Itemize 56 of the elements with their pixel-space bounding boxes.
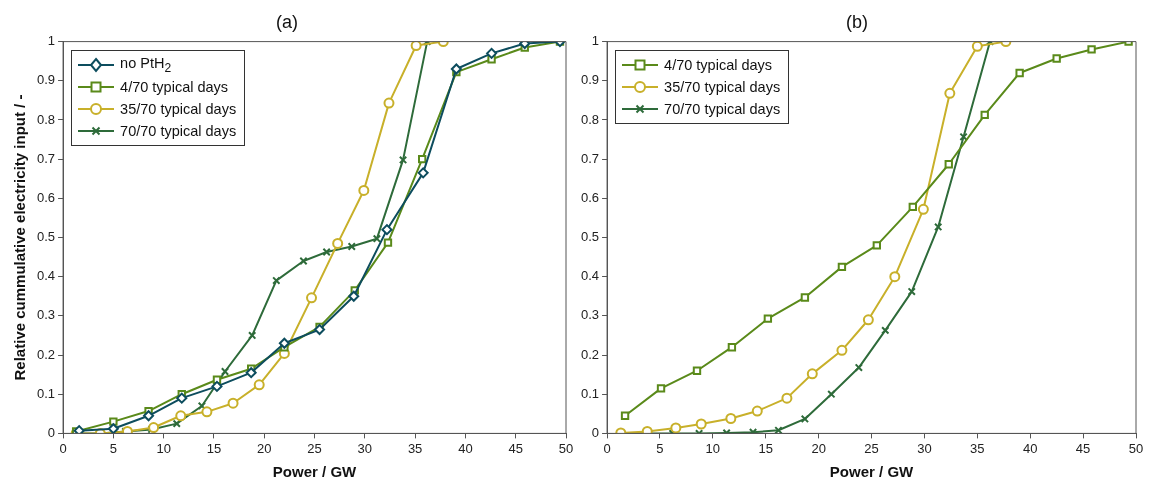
legend-label: no PtH$_{2}$ (120, 54, 172, 75)
legend-label: 70/70 typical days (120, 122, 237, 139)
y-axis-title: Relative cummulative electricity input / - (11, 94, 29, 381)
y-tick-label: 0.2 (580, 346, 600, 362)
y-tick-label: 0.5 (36, 229, 56, 245)
y-tick-label: 0.9 (36, 72, 56, 88)
x-tick-label: 15 (206, 440, 222, 456)
y-tick-label: 1 (47, 33, 56, 49)
x-tick-label: 5 (656, 440, 664, 456)
x-tick-label: 50 (1128, 440, 1144, 456)
legend-label: 35/70 typical days (120, 100, 237, 117)
x-tick-label: 25 (864, 440, 879, 456)
y-tick-label: 0.7 (36, 150, 56, 166)
x-tick-label: 20 (257, 440, 272, 456)
y-tick-label: 0 (591, 424, 600, 440)
y-tick-label: 0 (47, 424, 56, 440)
y-tick-label: 0.7 (580, 150, 600, 166)
y-tick-label: 0.8 (36, 111, 56, 127)
x-tick-label: 40 (458, 440, 473, 456)
y-tick-label: 0.8 (580, 111, 600, 127)
x-axis-title: Power / GW (272, 463, 358, 481)
x-axis-title: Power / GW (829, 463, 915, 481)
x-tick-label: 0 (59, 440, 67, 456)
legend-label: 70/70 typical days (664, 100, 781, 117)
y-tick-label: 0.5 (580, 229, 600, 245)
legend-label: 4/70 typical days (664, 56, 773, 73)
chart-title: (a) (276, 11, 298, 32)
y-tick-label: 1 (591, 33, 600, 49)
x-tick-label: 5 (109, 440, 117, 456)
x-tick-label: 30 (357, 440, 373, 456)
chart-title: (b) (846, 11, 868, 32)
x-tick-label: 10 (705, 440, 721, 456)
x-tick-label: 25 (307, 440, 322, 456)
x-tick-label: 35 (970, 440, 985, 456)
legend-label: 35/70 typical days (664, 78, 781, 95)
x-tick-label: 35 (407, 440, 423, 456)
x-tick-label: 45 (1075, 440, 1091, 456)
x-tick-label: 40 (1022, 440, 1038, 456)
y-tick-label: 0.1 (580, 385, 600, 401)
y-tick-label: 0.3 (580, 307, 600, 323)
y-tick-label: 0.2 (36, 346, 56, 362)
x-tick-label: 45 (508, 440, 523, 456)
x-tick-label: 30 (917, 440, 932, 456)
x-tick-label: 10 (156, 440, 171, 456)
legend-label: 4/70 typical days (120, 78, 229, 95)
x-tick-label: 15 (758, 440, 773, 456)
y-tick-label: 0.6 (36, 189, 56, 205)
y-tick-label: 0.6 (580, 189, 600, 205)
y-tick-label: 0.1 (36, 385, 56, 401)
x-tick-label: 20 (811, 440, 826, 456)
x-tick-label: 0 (603, 440, 611, 456)
y-tick-label: 0.4 (36, 268, 56, 284)
y-tick-label: 0.3 (36, 307, 56, 323)
y-tick-label: 0.9 (580, 72, 600, 88)
x-tick-label: 50 (558, 440, 574, 456)
y-tick-label: 0.4 (580, 268, 600, 284)
